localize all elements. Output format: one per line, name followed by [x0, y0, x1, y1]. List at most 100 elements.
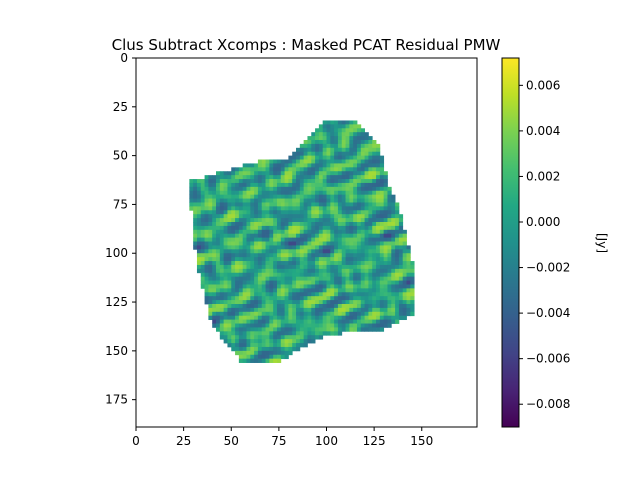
map-pixel: [208, 198, 213, 203]
map-pixel: [231, 241, 236, 246]
map-pixel: [372, 319, 377, 324]
map-pixel: [318, 253, 324, 258]
colorbar-ticks: 0.0060.0040.0020.000−0.002−0.004−0.006−0…: [519, 78, 570, 411]
map-pixel: [254, 186, 259, 192]
map-pixel: [402, 257, 407, 262]
map-pixel: [265, 182, 270, 188]
map-pixel: [219, 300, 225, 305]
map-pixel: [254, 264, 259, 270]
map-pixel: [376, 288, 381, 293]
map-pixel: [246, 198, 251, 203]
map-pixel: [299, 155, 305, 160]
map-pixel: [402, 292, 407, 297]
map-pixel: [311, 268, 316, 274]
map-pixel: [334, 225, 339, 231]
map-pixel: [273, 198, 278, 203]
map-pixel: [387, 202, 392, 207]
map-pixel: [193, 214, 198, 219]
map-pixel: [288, 186, 293, 192]
map-pixel: [292, 323, 297, 328]
map-pixel: [311, 241, 316, 246]
map-pixel: [318, 222, 324, 227]
map-pixel: [242, 307, 247, 313]
map-pixel: [349, 218, 354, 223]
map-pixel: [334, 292, 339, 297]
map-pixel: [345, 249, 350, 254]
map-pixel: [250, 237, 255, 242]
map-pixel: [341, 272, 346, 278]
map-pixel: [322, 175, 327, 180]
map-pixel: [315, 163, 320, 168]
map-pixel: [337, 327, 343, 332]
map-pixel: [334, 327, 339, 332]
map-pixel: [242, 354, 247, 360]
map-pixel: [326, 245, 331, 250]
map-pixel: [212, 319, 217, 324]
map-pixel: [356, 163, 362, 168]
map-pixel: [322, 147, 327, 153]
map-pixel: [254, 210, 259, 215]
map-pixel: [276, 331, 282, 336]
map-pixel: [276, 264, 282, 270]
map-pixel: [235, 276, 240, 281]
map-pixel: [318, 202, 324, 207]
map-pixel: [318, 319, 324, 324]
map-pixel: [349, 241, 354, 246]
map-pixel: [303, 339, 308, 344]
map-pixel: [284, 335, 289, 340]
map-pixel: [238, 268, 244, 274]
map-pixel: [227, 284, 232, 289]
map-pixel: [299, 307, 305, 313]
map-pixel: [379, 198, 385, 203]
map-pixel: [208, 229, 213, 235]
map-pixel: [341, 268, 346, 274]
map-pixel: [292, 218, 297, 223]
map-pixel: [276, 179, 282, 184]
map-pixel: [360, 268, 365, 274]
map-pixel: [353, 171, 358, 176]
map-pixel: [349, 245, 354, 250]
x-tick-label: 25: [176, 434, 191, 448]
map-pixel: [292, 155, 297, 160]
map-pixel: [368, 245, 373, 250]
map-pixel: [296, 198, 301, 203]
map-pixel: [364, 214, 369, 219]
map-pixel: [322, 280, 327, 285]
map-pixel: [307, 288, 312, 293]
map-pixel: [189, 186, 194, 192]
map-pixel: [265, 241, 270, 246]
map-pixel: [204, 198, 209, 203]
map-pixel: [353, 206, 358, 211]
map-pixel: [391, 222, 396, 227]
map-pixel: [276, 323, 282, 328]
map-pixel: [261, 163, 266, 168]
map-pixel: [322, 249, 327, 254]
map-pixel: [330, 331, 335, 336]
map-pixel: [376, 143, 381, 149]
map-pixel: [284, 343, 289, 348]
map-pixel: [315, 128, 320, 133]
map-pixel: [216, 202, 221, 207]
map-pixel: [360, 323, 365, 328]
map-pixel: [303, 194, 308, 199]
map-pixel: [372, 202, 377, 207]
map-pixel: [257, 304, 263, 309]
map-pixel: [296, 233, 301, 239]
map-pixel: [322, 319, 327, 324]
map-pixel: [387, 292, 392, 297]
map-pixel: [246, 175, 251, 180]
map-pixel: [345, 179, 350, 184]
map-pixel: [315, 210, 320, 215]
map-pixel: [284, 175, 289, 180]
map-pixel: [387, 315, 392, 321]
map-pixel: [334, 194, 339, 199]
map-pixel: [208, 206, 213, 211]
map-pixel: [345, 241, 350, 246]
map-pixel: [376, 194, 381, 199]
map-pixel: [356, 225, 362, 231]
map-pixel: [376, 237, 381, 242]
map-pixel: [216, 311, 221, 317]
map-pixel: [303, 288, 308, 293]
map-pixel: [254, 304, 259, 309]
map-pixel: [326, 186, 331, 192]
